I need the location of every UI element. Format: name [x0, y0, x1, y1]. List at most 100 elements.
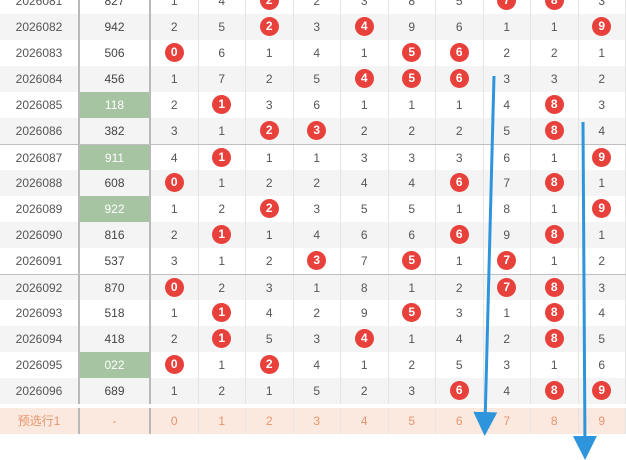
digit-cell-8: 8	[531, 170, 579, 196]
hit-ball: 8	[544, 381, 564, 401]
digit-cell-6: 6	[436, 40, 484, 66]
draw-code: 456	[80, 66, 151, 92]
digit-cell-8: 2	[531, 40, 579, 66]
digit-cell-3: 2	[294, 170, 341, 196]
digit-cell-7: 8	[484, 196, 531, 222]
hit-ball: 2	[259, 17, 279, 37]
digit-cell-3: 6	[294, 92, 341, 118]
table-row: 2026092 870 0 2 3 1 8 1 2 7 8 3	[0, 274, 626, 301]
draw-code: 827	[80, 0, 151, 14]
digit-cell-2: 1	[246, 222, 294, 248]
hit-ball: 2	[259, 0, 279, 11]
hit-ball: 2	[259, 355, 279, 375]
issue-number: 2026091	[0, 248, 80, 274]
hit-ball: 8	[544, 225, 564, 245]
digit-cell-6: 6	[436, 222, 484, 248]
digit-cell-7: 3	[484, 352, 531, 378]
digit-cell-7: 4	[484, 378, 531, 404]
digit-cell-1: 1	[199, 170, 246, 196]
digit-cell-0: 4	[151, 145, 199, 171]
table-row: 2026090 816 2 1 1 4 6 6 6 9 8 1	[0, 222, 626, 248]
hit-ball: 4	[354, 17, 374, 37]
hit-ball: 8	[544, 173, 564, 193]
table-row: 2026083 506 0 6 1 4 1 5 6 2 2 1	[0, 40, 626, 66]
digit-cell-4: 5	[341, 196, 389, 222]
draw-code: 118	[80, 92, 151, 118]
digit-cell-5: 6	[389, 222, 436, 248]
digit-cell-7: 3	[484, 66, 531, 92]
row-background	[0, 66, 626, 92]
draw-code: 382	[80, 118, 151, 144]
hit-ball: 3	[307, 251, 327, 271]
digit-cell-5: 2	[389, 352, 436, 378]
hit-ball: 1	[212, 225, 232, 245]
digit-cell-4: 1	[341, 352, 389, 378]
hit-ball: 5	[402, 251, 422, 271]
digit-cell-4: 4	[341, 408, 389, 434]
row-background	[0, 275, 626, 301]
digit-cell-6: 4	[436, 326, 484, 352]
digit-cell-7: 7	[484, 408, 531, 434]
digit-cell-7: 7	[484, 0, 531, 14]
digit-cell-6: 6	[436, 66, 484, 92]
digit-cell-4: 9	[341, 300, 389, 326]
draw-code: 506	[80, 40, 151, 66]
digit-cell-4: 7	[341, 248, 389, 274]
digit-cell-6: 6	[436, 378, 484, 404]
digit-cell-3: 2	[294, 300, 341, 326]
hit-ball: 8	[544, 278, 564, 298]
draw-code: 911	[80, 145, 151, 171]
digit-cell-9: 9	[579, 145, 626, 171]
digit-cell-3: 4	[294, 40, 341, 66]
digit-cell-3: 2	[294, 0, 341, 14]
digit-cell-8: 3	[531, 66, 579, 92]
digit-cell-2: 1	[246, 145, 294, 171]
digit-cell-6: 2	[436, 275, 484, 301]
hit-ball: 9	[592, 199, 612, 219]
table-row: 2026086 382 3 1 2 3 2 2 2 5 8 4	[0, 118, 626, 144]
draw-code: 608	[80, 170, 151, 196]
digit-cell-5: 5	[389, 248, 436, 274]
digit-cell-3: 4	[294, 222, 341, 248]
hit-ball: 7	[497, 0, 517, 11]
row-background	[0, 222, 626, 248]
hit-ball: 0	[164, 355, 184, 375]
issue-number: 2026084	[0, 66, 80, 92]
digit-cell-1: 7	[199, 66, 246, 92]
table-row: 2026082 942 2 5 2 3 4 9 6 1 1 9	[0, 14, 626, 40]
hit-ball: 4	[354, 69, 374, 89]
digit-cell-2: 2	[246, 196, 294, 222]
digit-cell-9: 1	[579, 222, 626, 248]
hit-ball: 9	[592, 381, 612, 401]
digit-cell-6: 6	[436, 14, 484, 40]
digit-cell-1: 1	[199, 222, 246, 248]
digit-cell-5: 1	[389, 92, 436, 118]
digit-cell-0: 1	[151, 378, 199, 404]
digit-cell-0: 0	[151, 275, 199, 301]
hit-ball: 6	[449, 173, 469, 193]
issue-number: 2026093	[0, 300, 80, 326]
digit-cell-9: 9	[579, 408, 626, 434]
issue-number: 2026086	[0, 118, 80, 144]
digit-cell-9: 3	[579, 275, 626, 301]
digit-cell-2: 2	[246, 118, 294, 144]
digit-cell-7: 1	[484, 300, 531, 326]
hit-ball: 2	[259, 199, 279, 219]
row-background	[0, 0, 626, 14]
issue-number: 2026088	[0, 170, 80, 196]
draw-code: 816	[80, 222, 151, 248]
digit-cell-1: 1	[199, 118, 246, 144]
draw-code: -	[80, 408, 151, 434]
digit-cell-5: 1	[389, 326, 436, 352]
hit-ball: 5	[402, 43, 422, 63]
digit-cell-6: 1	[436, 248, 484, 274]
digit-cell-6: 6	[436, 170, 484, 196]
digit-cell-5: 5	[389, 196, 436, 222]
digit-cell-3: 5	[294, 378, 341, 404]
digit-cell-9: 2	[579, 248, 626, 274]
hit-ball: 5	[402, 303, 422, 323]
table-row: 2026095 022 0 1 2 4 1 2 5 3 1 6	[0, 352, 626, 378]
digit-cell-9: 4	[579, 118, 626, 144]
hit-ball: 9	[592, 17, 612, 37]
